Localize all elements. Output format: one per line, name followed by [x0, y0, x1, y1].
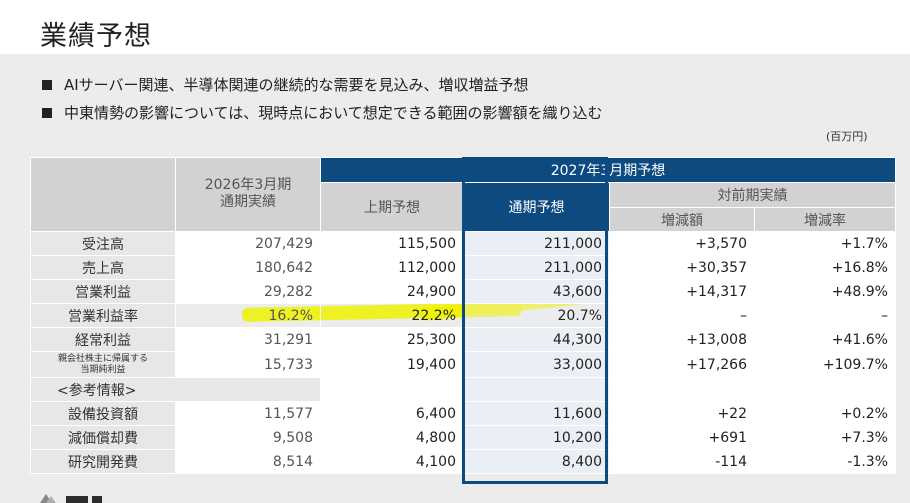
full-forecast-header: 通期予想: [463, 182, 610, 232]
cell-rate: +16.8%: [754, 255, 896, 280]
cell-prev: 15,733: [175, 351, 321, 378]
cell-rate: +48.9%: [754, 279, 896, 304]
table-row: 営業利益 29,282 24,900 43,600 +14,317 +48.9%: [30, 279, 896, 304]
cell-diff: +691: [609, 425, 755, 450]
diff-header: 増減額: [609, 207, 755, 232]
reference-label: <参考情報>: [30, 377, 321, 402]
cell-rate: +41.6%: [754, 327, 896, 352]
bullet-list: AIサーバー関連、半導体関連の継続的な需要を見込み、増収増益予想 中東情勢の影響…: [40, 74, 603, 130]
cell-diff: +17,266: [609, 351, 755, 378]
cell-h1: 4,800: [320, 425, 464, 450]
row-label: 減価償却費: [30, 425, 176, 450]
cell-full: 20.7%: [463, 303, 610, 328]
row-label: 経常利益: [30, 327, 176, 352]
forecast-group-header: 2027年3月期予想: [320, 157, 896, 183]
cell-prev: 16.2%: [175, 303, 321, 328]
cell-h1: 22.2%: [320, 303, 464, 328]
row-label: 売上高: [30, 255, 176, 280]
cell-rate: +7.3%: [754, 425, 896, 450]
row-label: 設備投資額: [30, 401, 176, 426]
table-row: 経常利益 31,291 25,300 44,300 +13,008 +41.6%: [30, 327, 896, 352]
cell-prev: 180,642: [175, 255, 321, 280]
bullet-text: AIサーバー関連、半導体関連の継続的な需要を見込み、増収増益予想: [64, 76, 529, 94]
bullet-square-icon: [42, 108, 52, 118]
cell-full: 44,300: [463, 327, 610, 352]
rate-header: 増減率: [754, 207, 896, 232]
cell-full: 211,000: [463, 231, 610, 256]
cell-h1: 4,100: [320, 449, 464, 474]
row-label: 親会社株主に帰属する 当期純利益: [30, 351, 176, 378]
cell-diff: –: [609, 303, 755, 328]
cell-diff: +30,357: [609, 255, 755, 280]
cell-prev: 207,429: [175, 231, 321, 256]
cell-h1: 24,900: [320, 279, 464, 304]
reference-section-row: <参考情報>: [30, 377, 896, 402]
blank-cell: [463, 377, 610, 402]
blank-cell: [754, 377, 896, 402]
cell-h1: 25,300: [320, 327, 464, 352]
cell-h1: 112,000: [320, 255, 464, 280]
cell-rate: +1.7%: [754, 231, 896, 256]
table-row: 減価償却費 9,508 4,800 10,200 +691 +7.3%: [30, 425, 896, 450]
yoy-group-header: 対前期実績: [609, 182, 896, 208]
cell-rate: -1.3%: [754, 449, 896, 474]
cell-diff: +22: [609, 401, 755, 426]
cell-prev: 8,514: [175, 449, 321, 474]
cell-full: 11,600: [463, 401, 610, 426]
prev-year-header-line: 2026年3月期: [204, 177, 292, 193]
row-label-line: 親会社株主に帰属する: [57, 353, 148, 364]
table-row: 研究開発費 8,514 4,100 8,400 -114 -1.3%: [30, 449, 896, 474]
cell-diff: +3,570: [609, 231, 755, 256]
cell-h1: 19,400: [320, 351, 464, 378]
cell-diff: +13,008: [609, 327, 755, 352]
cell-prev: 29,282: [175, 279, 321, 304]
table-row: 親会社株主に帰属する 当期純利益 15,733 19,400 33,000 +1…: [30, 351, 896, 378]
cell-prev: 31,291: [175, 327, 321, 352]
h1-forecast-header: 上期予想: [320, 182, 464, 232]
cell-diff: -114: [609, 449, 755, 474]
cell-full: 211,000: [463, 255, 610, 280]
cell-rate: –: [754, 303, 896, 328]
prev-year-header: 2026年3月期 通期実績: [175, 157, 321, 232]
page-title: 業績予想: [40, 21, 152, 52]
forecast-table: 2026年3月期 通期実績 2027年3月期予想 上期予想 通期予想 対前期実績…: [30, 157, 896, 474]
blank-cell: [320, 377, 464, 402]
unit-label: (百万円): [826, 130, 868, 143]
table-row: 売上高 180,642 112,000 211,000 +30,357 +16.…: [30, 255, 896, 280]
row-label: 受注高: [30, 231, 176, 256]
cell-full: 8,400: [463, 449, 610, 474]
cell-h1: 6,400: [320, 401, 464, 426]
cell-full: 33,000: [463, 351, 610, 378]
row-label: 営業利益: [30, 279, 176, 304]
prev-year-header-line: 通期実績: [220, 194, 276, 210]
cell-prev: 9,508: [175, 425, 321, 450]
company-logo-icon: [40, 494, 102, 503]
row-label-line: 当期純利益: [80, 364, 126, 375]
row-label: 研究開発費: [30, 449, 176, 474]
table-row: 受注高 207,429 115,500 211,000 +3,570 +1.7%: [30, 231, 896, 256]
cell-diff: +14,317: [609, 279, 755, 304]
cell-full: 10,200: [463, 425, 610, 450]
corner-header: [30, 157, 176, 232]
cell-full: 43,600: [463, 279, 610, 304]
bullet-item: AIサーバー関連、半導体関連の継続的な需要を見込み、増収増益予想: [40, 74, 603, 102]
table-row: 営業利益率 16.2% 22.2% 20.7% – –: [30, 303, 896, 328]
cell-h1: 115,500: [320, 231, 464, 256]
cell-rate: +109.7%: [754, 351, 896, 378]
bullet-text: 中東情勢の影響については、現時点において想定できる範囲の影響額を織り込む: [64, 104, 603, 122]
table-row: 設備投資額 11,577 6,400 11,600 +22 +0.2%: [30, 401, 896, 426]
cell-prev: 11,577: [175, 401, 321, 426]
bullet-square-icon: [42, 80, 52, 90]
bullet-item: 中東情勢の影響については、現時点において想定できる範囲の影響額を織り込む: [40, 102, 603, 130]
blank-cell: [609, 377, 755, 402]
row-label: 営業利益率: [30, 303, 176, 328]
cell-rate: +0.2%: [754, 401, 896, 426]
